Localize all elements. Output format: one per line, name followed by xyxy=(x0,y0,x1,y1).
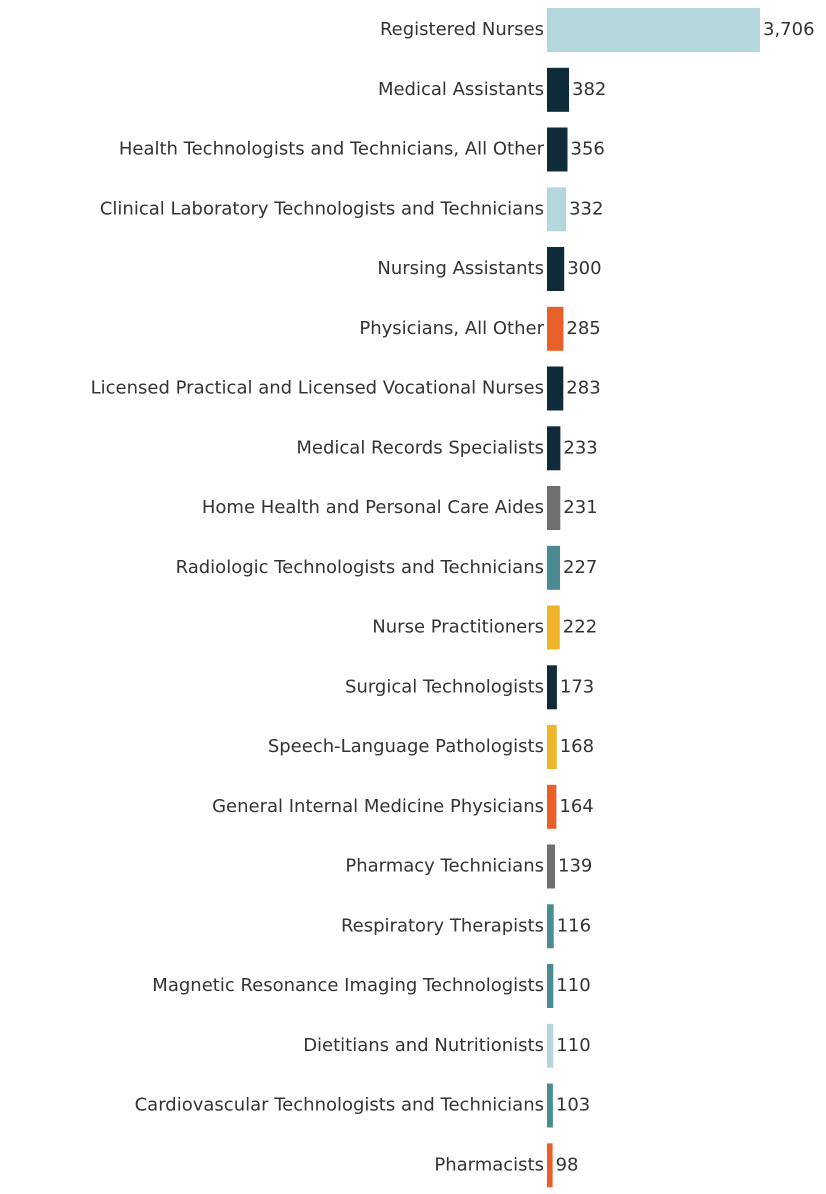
category-label: Magnetic Resonance Imaging Technologists xyxy=(152,975,544,996)
data-label: 110 xyxy=(556,975,590,996)
data-label: 356 xyxy=(571,139,605,160)
bar xyxy=(547,1083,553,1128)
data-label: 231 xyxy=(563,497,597,518)
data-label: 98 xyxy=(556,1154,579,1175)
data-label: 168 xyxy=(560,736,594,757)
category-label: Physicians, All Other xyxy=(359,318,544,339)
data-label: 3,706 xyxy=(763,19,815,40)
data-label: 222 xyxy=(563,617,597,638)
bar xyxy=(547,725,557,769)
bar xyxy=(547,67,569,112)
category-label: Nursing Assistants xyxy=(377,258,544,279)
category-label: Pharmacy Technicians xyxy=(345,856,544,877)
category-label: Radiologic Technologists and Technicians xyxy=(176,557,544,578)
data-label: 110 xyxy=(556,1035,590,1056)
data-label: 300 xyxy=(567,258,601,279)
category-label: Medical Records Specialists xyxy=(296,437,544,458)
data-label: 283 xyxy=(566,378,600,399)
category-label: Nurse Practitioners xyxy=(372,617,544,638)
data-label: 285 xyxy=(566,318,600,339)
bar xyxy=(547,306,564,351)
bar xyxy=(547,1023,554,1068)
category-label: Medical Assistants xyxy=(378,79,544,100)
data-label: 227 xyxy=(563,557,597,578)
data-label: 173 xyxy=(560,676,594,697)
bar xyxy=(547,426,561,471)
category-label: Surgical Technologists xyxy=(345,676,544,697)
bar xyxy=(547,964,554,1008)
bar xyxy=(547,1143,553,1188)
bar xyxy=(547,605,560,650)
bar xyxy=(547,904,554,949)
category-label: Clinical Laboratory Technologists and Te… xyxy=(100,198,544,219)
bar xyxy=(547,8,760,52)
data-label: 332 xyxy=(569,198,603,219)
bar xyxy=(547,187,567,232)
category-labels-layer: Registered Nurses Medical Assistants Healt… xyxy=(91,19,545,1175)
data-label: 233 xyxy=(563,437,597,458)
data-label: 139 xyxy=(558,856,592,877)
bar xyxy=(547,784,557,829)
bar xyxy=(547,127,568,172)
category-label: Health Technologists and Technicians, Al… xyxy=(119,139,545,160)
category-label: Pharmacists xyxy=(434,1154,544,1175)
category-label: Registered Nurses xyxy=(380,19,544,40)
category-label: General Internal Medicine Physicians xyxy=(212,796,544,817)
category-label: Speech-Language Pathologists xyxy=(268,736,544,757)
data-label: 116 xyxy=(557,915,591,936)
data-label: 382 xyxy=(572,79,606,100)
bars-layer xyxy=(547,8,760,1188)
category-label: Respiratory Therapists xyxy=(341,915,544,936)
value-labels-layer: 3,706 382 356 332 300 285 283 233 231 227 222 173 16… xyxy=(556,19,815,1175)
data-label: 103 xyxy=(556,1095,590,1116)
category-label: Dietitians and Nutritionists xyxy=(303,1035,544,1056)
bar xyxy=(547,844,555,889)
bar xyxy=(547,366,564,411)
bar xyxy=(547,665,557,710)
bar xyxy=(547,545,560,590)
category-label: Cardiovascular Technologists and Technic… xyxy=(135,1095,544,1116)
bar xyxy=(547,247,565,291)
data-label: 164 xyxy=(559,796,593,817)
category-label: Licensed Practical and Licensed Vocation… xyxy=(91,378,544,399)
bar xyxy=(547,486,561,530)
category-label: Home Health and Personal Care Aides xyxy=(202,497,544,518)
